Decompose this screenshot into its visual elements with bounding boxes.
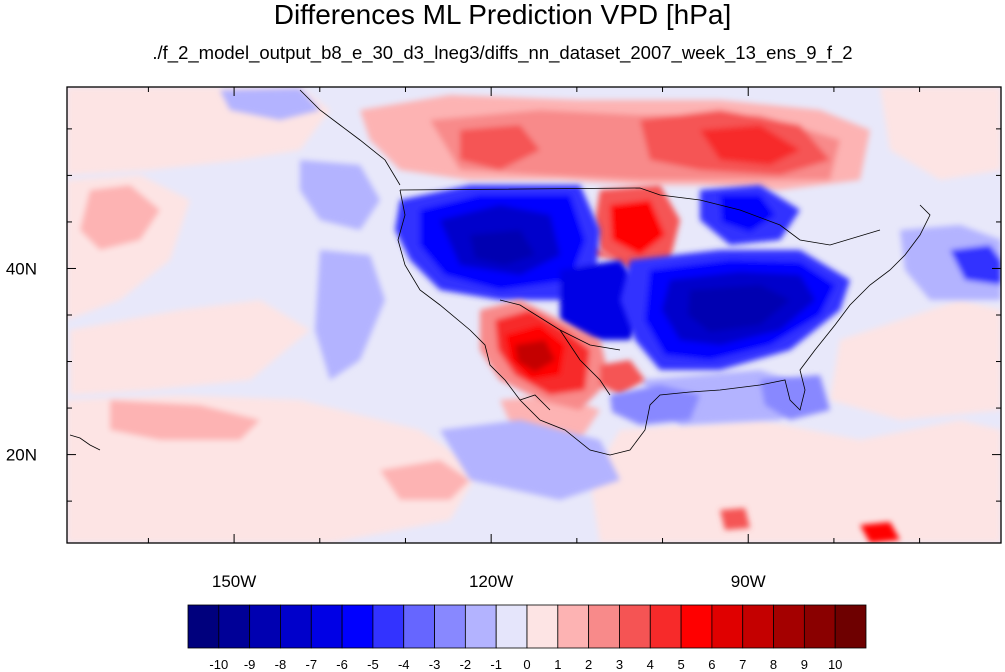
east-negative-region — [620, 185, 850, 370]
colorbar-box — [834, 604, 867, 649]
colorbar-box — [619, 604, 651, 649]
colorbar-box — [218, 604, 251, 649]
colorbar-label: -5 — [367, 657, 379, 672]
axis-labels: 150W 120W 90W 40N 20N — [6, 259, 766, 591]
colorbar-box — [649, 604, 682, 649]
colorbar-box — [680, 604, 713, 649]
map-field — [67, 87, 1001, 543]
colorbar-label: 4 — [647, 657, 654, 672]
colorbar-label: 0 — [523, 657, 530, 672]
colorbar-box — [557, 604, 590, 649]
x-tick-label: 120W — [469, 572, 513, 591]
colorbar-box — [742, 604, 774, 649]
colorbar-box — [773, 604, 805, 649]
canada-positive-region — [360, 95, 870, 260]
axis-ticks — [67, 87, 1001, 543]
colorbar-box — [280, 604, 312, 649]
colorbar-box — [372, 604, 405, 649]
colorbar-box — [249, 604, 281, 649]
gulf-negative-region — [610, 375, 830, 425]
x-tick-label: 90W — [731, 572, 766, 591]
colorbar-box — [803, 604, 836, 649]
colorbar-box — [341, 604, 374, 649]
colorbar-box — [434, 604, 466, 649]
west-negative-region — [395, 185, 650, 340]
colorbar-box — [187, 604, 220, 649]
colorbar-label: -4 — [398, 657, 410, 672]
colorbar-label: 10 — [828, 657, 842, 672]
weak-negative-regions — [220, 88, 1001, 500]
colorbar-box — [711, 604, 744, 649]
colorbar: -10 -9 -8 -7 -6 -5 -4 -3 -2 -1 0 1 2 3 4 5 6 7 8 9 10 — [187, 604, 867, 672]
central-america-spots — [720, 508, 900, 543]
chart-subtitle: ./f_2_model_output_b8_e_30_d3_lneg3/diff… — [152, 42, 853, 63]
colorbar-label: 5 — [677, 657, 684, 672]
x-tick-label: 150W — [212, 572, 256, 591]
colorbar-box — [403, 604, 435, 649]
colorbar-label: 7 — [739, 657, 746, 672]
colorbar-label: 3 — [616, 657, 623, 672]
colorbar-box — [526, 604, 559, 649]
coastlines — [69, 89, 931, 456]
colorbar-label: -10 — [209, 657, 228, 672]
colorbar-label: 2 — [585, 657, 592, 672]
colorbar-label: 1 — [554, 657, 561, 672]
southwest-positive-region — [480, 300, 645, 410]
colorbar-label: -1 — [490, 657, 502, 672]
colorbar-box — [310, 604, 343, 649]
colorbar-label: -9 — [244, 657, 256, 672]
colorbar-label: -3 — [429, 657, 441, 672]
colorbar-box — [495, 604, 528, 649]
colorbar-label: -7 — [305, 657, 317, 672]
colorbar-label: 6 — [708, 657, 715, 672]
plains-positive-region — [595, 185, 680, 270]
y-tick-label: 20N — [6, 446, 37, 465]
colorbar-box — [464, 604, 497, 649]
colorbar-label: 9 — [801, 657, 808, 672]
chart-title: Differences ML Prediction VPD [hPa] — [273, 0, 732, 30]
colorbar-box — [588, 604, 620, 649]
colorbar-label: 8 — [770, 657, 777, 672]
colorbar-label: -6 — [336, 657, 348, 672]
y-tick-label: 40N — [6, 259, 37, 278]
colorbar-label: -2 — [460, 657, 472, 672]
colorbar-label: -8 — [275, 657, 287, 672]
